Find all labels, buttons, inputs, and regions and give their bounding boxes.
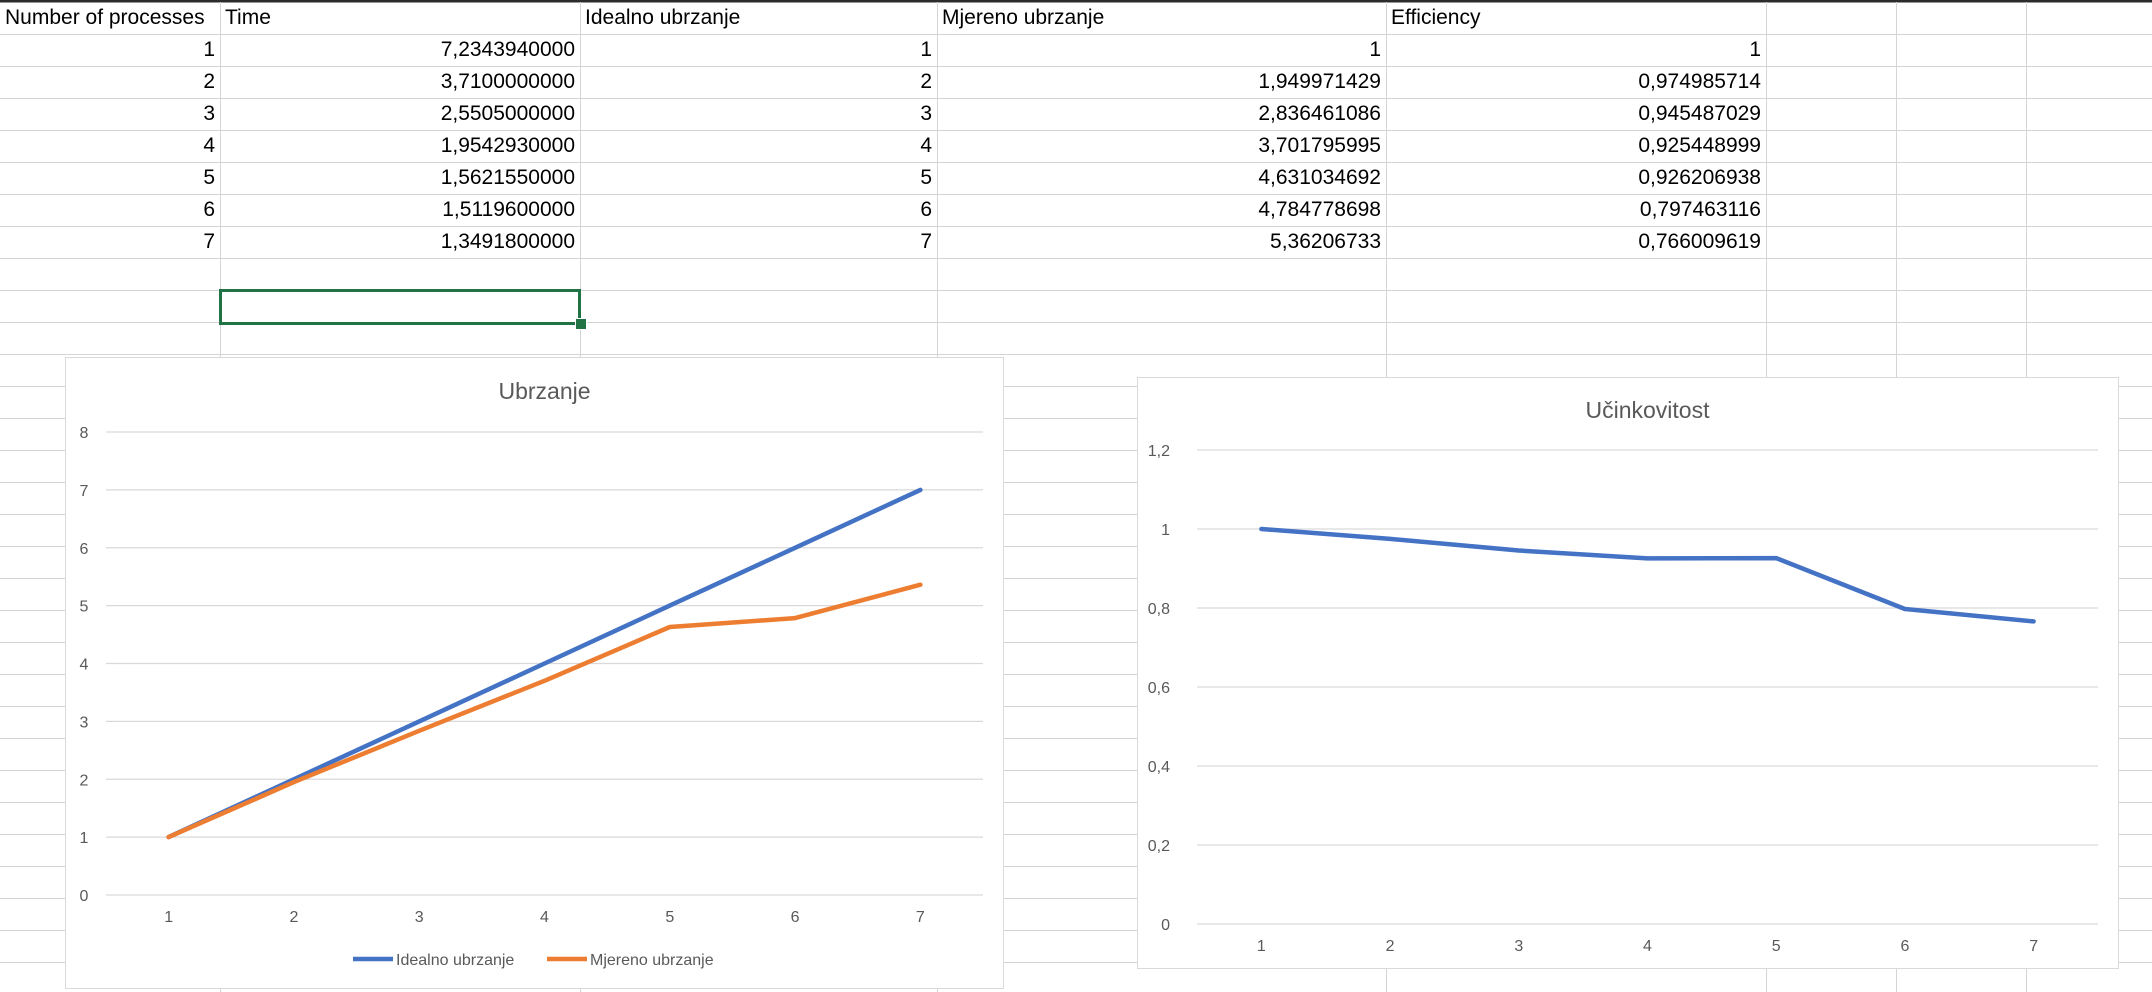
chart-ubrzanje-svg: Ubrzanje 0 1 2 3 4 5 6 7 8 1 2 3 4 5 6 7 Idealno ubrzanje… xyxy=(80,378,983,969)
table-cell[interactable]: 1 xyxy=(1749,38,1761,61)
x-tick-label: 6 xyxy=(791,909,800,926)
table-cell[interactable]: 0,766009619 xyxy=(1638,230,1761,253)
y-tick-label: 1,2 xyxy=(1148,443,1170,460)
table-cell[interactable]: 5 xyxy=(203,166,215,189)
table-cell[interactable]: 3,701795995 xyxy=(1258,134,1381,157)
table-cell[interactable]: 1 xyxy=(1369,38,1381,61)
column-header-cell[interactable]: Number of processes xyxy=(5,6,205,29)
y-tick-label: 1 xyxy=(1161,522,1170,539)
table-cell[interactable]: 1,9542930000 xyxy=(440,134,575,157)
y-tick-label: 0 xyxy=(1161,917,1170,934)
x-tick-label: 5 xyxy=(1772,938,1781,955)
table-cell[interactable]: 1,3491800000 xyxy=(440,230,575,253)
fill-handle[interactable] xyxy=(575,318,587,330)
column-header-cell[interactable]: Mjereno ubrzanje xyxy=(942,6,1105,29)
table-cell[interactable]: 0,925448999 xyxy=(1638,134,1761,157)
table-cell[interactable]: 0,974985714 xyxy=(1638,70,1761,93)
y-tick-label: 6 xyxy=(80,541,89,558)
table-cell[interactable]: 0,945487029 xyxy=(1638,102,1761,125)
y-tick-label: 2 xyxy=(80,772,89,789)
x-tick-label: 2 xyxy=(289,909,298,926)
table-cell[interactable]: 7,2343940000 xyxy=(440,38,575,61)
table-cell[interactable]: 5 xyxy=(920,166,932,189)
y-tick-label: 1 xyxy=(80,830,89,847)
chart-title: Ubrzanje xyxy=(498,378,590,404)
y-tick-label: 0,2 xyxy=(1148,838,1170,855)
table-cell[interactable]: 5,36206733 xyxy=(1270,230,1381,253)
series-line xyxy=(166,582,923,840)
table-cell[interactable]: 4 xyxy=(203,134,215,157)
x-tick-label: 1 xyxy=(164,909,173,926)
y-tick-label: 5 xyxy=(80,599,89,616)
table-cell[interactable]: 1 xyxy=(920,38,932,61)
table-cell[interactable]: 2,836461086 xyxy=(1258,102,1381,125)
y-tick-label: 0,8 xyxy=(1148,601,1170,618)
table-cell[interactable]: 1 xyxy=(203,38,215,61)
column-header-cell[interactable]: Time xyxy=(225,6,271,29)
x-tick-label: 2 xyxy=(1386,938,1395,955)
x-tick-label: 1 xyxy=(1257,938,1266,955)
table-cell[interactable]: 4 xyxy=(920,134,932,157)
chart-ucinkovitost-svg: Učinkovitost 0 0,2 0,4 0,6 0,8 1 1,2 1 2 3 4 5 6 7 xyxy=(1148,397,2098,955)
table-cell[interactable]: 6 xyxy=(920,198,932,221)
chart-ucinkovitost[interactable]: Učinkovitost 0 0,2 0,4 0,6 0,8 1 1,2 1 2 3 4 5 6 7 xyxy=(1137,377,2119,969)
y-tick-label: 0,4 xyxy=(1148,759,1170,776)
x-tick-label: 5 xyxy=(665,909,674,926)
x-tick-label: 3 xyxy=(415,909,424,926)
column-header-cell[interactable]: Efficiency xyxy=(1391,6,1481,29)
x-tick-label: 3 xyxy=(1514,938,1523,955)
table-cell[interactable]: 2 xyxy=(920,70,932,93)
table-cell[interactable]: 2,5505000000 xyxy=(440,102,575,125)
selected-cell[interactable] xyxy=(219,289,581,325)
table-cell[interactable]: 1,5119600000 xyxy=(442,198,575,221)
table-cell[interactable]: 0,797463116 xyxy=(1639,198,1761,221)
table-cell[interactable]: 7 xyxy=(920,230,932,253)
table-cell[interactable]: 3 xyxy=(203,102,215,125)
table-cell[interactable]: 6 xyxy=(203,198,215,221)
column-header-cell[interactable]: Idealno ubrzanje xyxy=(585,6,741,29)
x-tick-label: 7 xyxy=(916,909,925,926)
table-cell[interactable]: 3,7100000000 xyxy=(440,70,575,93)
table-cell[interactable]: 4,631034692 xyxy=(1258,166,1381,189)
x-tick-label: 4 xyxy=(1643,938,1652,955)
x-tick-label: 6 xyxy=(1900,938,1909,955)
legend-entry: Idealno ubrzanje xyxy=(396,952,514,969)
chart-title: Učinkovitost xyxy=(1586,397,1711,423)
table-cell[interactable]: 1,949971429 xyxy=(1258,70,1381,93)
y-tick-label: 8 xyxy=(80,425,89,442)
chart-ubrzanje[interactable]: Ubrzanje 0 1 2 3 4 5 6 7 8 1 2 3 4 5 6 7 Idealno ubrzanje… xyxy=(65,357,1004,989)
table-cell[interactable]: 1,5621550000 xyxy=(440,166,575,189)
table-cell[interactable]: 4,784778698 xyxy=(1258,198,1381,221)
y-tick-label: 0 xyxy=(80,888,89,905)
y-tick-label: 0,6 xyxy=(1148,680,1170,697)
legend-entry: Mjereno ubrzanje xyxy=(590,952,714,969)
y-tick-label: 4 xyxy=(80,657,89,674)
table-cell[interactable]: 7 xyxy=(203,230,215,253)
table-cell[interactable]: 3 xyxy=(920,102,932,125)
table-cell[interactable]: 0,926206938 xyxy=(1638,166,1761,189)
x-tick-label: 4 xyxy=(540,909,549,926)
table-cell[interactable]: 2 xyxy=(203,70,215,93)
x-tick-label: 7 xyxy=(2029,938,2038,955)
y-tick-label: 3 xyxy=(80,714,89,731)
y-tick-label: 7 xyxy=(80,483,89,500)
